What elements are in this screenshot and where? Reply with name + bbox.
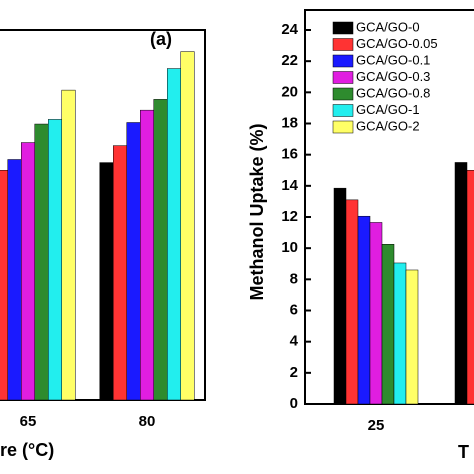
bar [405,269,419,405]
y-tick-label: 6 [290,301,298,318]
bar [61,89,76,401]
panel-label: (a) [150,29,172,49]
bar [357,215,371,405]
y-tick-label: 24 [281,21,298,38]
legend-label: GCA/GO-2 [356,118,420,133]
bar [167,68,181,401]
bar [7,159,22,401]
bar [153,99,168,401]
y-tick-label: 14 [281,177,298,194]
x-tick-label: 65 [20,413,37,430]
legend-label: GCA/GO-1 [356,102,420,117]
y-tick-label: 16 [281,146,298,163]
bar [21,142,35,401]
x-axis-label: re (°C) [0,440,54,460]
x-tick-label: 25 [368,417,385,434]
bar [180,51,195,401]
bar [0,170,8,401]
legend-swatch [332,87,354,101]
bar [99,162,114,401]
bar [369,222,383,405]
y-tick-label: 8 [290,270,298,287]
y-tick-label: 22 [281,52,298,69]
bar [126,122,141,401]
bar [345,199,359,405]
legend-label: GCA/GO-0.1 [356,52,430,67]
y-tick-label: 10 [281,239,298,256]
legend-label: GCA/GO-0.05 [356,36,438,51]
legend-swatch [332,54,354,68]
y-tick-label: 20 [281,83,298,100]
bar [454,162,468,405]
bar [381,244,395,405]
y-tick-label: 12 [281,208,298,225]
legend-swatch [332,71,354,84]
bar [333,187,347,405]
y-tick-label: 2 [290,364,298,381]
legend-label: GCA/GO-0.8 [356,85,430,100]
bar [140,109,154,401]
x-tick-label: 80 [139,413,156,430]
legend-label: GCA/GO-0.3 [356,69,430,84]
legend-swatch [332,38,354,51]
y-tick-label: 4 [290,333,299,350]
legend-swatch [332,104,354,117]
bar [466,170,474,405]
y-tick-label: 0 [290,395,298,412]
legend-swatch [332,21,354,35]
x-axis-label: T [458,442,469,462]
y-axis-label: Methanol Uptake (%) [247,123,267,300]
legend-swatch [332,120,354,134]
bar [113,145,127,401]
bar [34,123,49,401]
y-tick-label: 18 [281,114,298,131]
bar [393,262,407,405]
bar [48,119,62,401]
legend-label: GCA/GO-0 [356,19,420,34]
